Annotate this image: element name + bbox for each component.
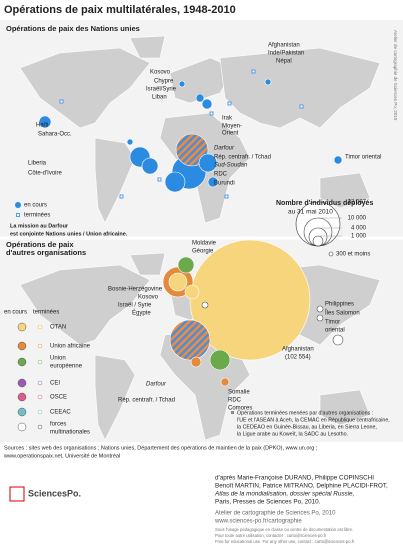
map-label: Sud-Soudan (214, 163, 248, 169)
map-note: l'UE et l'ASEAN à Aceh, la CEMAC en Répu… (237, 417, 390, 423)
map-label: Bosnie-Herzégovine (108, 287, 163, 293)
map-label: Moyen- (222, 124, 242, 130)
map-label: oriental (325, 328, 345, 334)
size-legend-value: 10 000 (348, 216, 367, 222)
map-label: Inde/Pakistan (268, 51, 304, 57)
fine-print: Sous l'usage pédagogique en classe ou ce… (215, 527, 353, 532)
legend-header: en cours (4, 310, 27, 316)
map-label: Burundi (214, 181, 235, 187)
map-label: RDC (214, 172, 228, 178)
section-heading: d'autres organisations (6, 248, 86, 257)
size-legend-value: 1 000 (351, 234, 367, 240)
map-label: Afghanistan (282, 347, 314, 353)
legend-label: terminées (24, 213, 50, 219)
map-label: Israël/Syrie (146, 87, 177, 93)
credits: Paris, Presses de Sciences Po, 2010. (215, 499, 321, 506)
map-note: la Ligue arabe au Koweït, la SADC au Les… (237, 431, 348, 437)
credits: d'après Marie-Françoise DURAND, Philippe… (215, 475, 374, 482)
section-heading: Opérations de paix des Nations unies (6, 24, 140, 33)
map-label: Timor oriental (345, 155, 381, 161)
logo: SciencesPo. (28, 488, 81, 498)
map-label: Philippines (325, 302, 354, 308)
map-label: RDC (228, 398, 242, 404)
map-label: Afghanistan (268, 43, 300, 49)
credits: Benoît MARTIN, Patrice MITRANO, Delphine… (215, 483, 388, 490)
map-note: est conjointe Nations unies / Union afri… (10, 231, 128, 237)
map-label: Sahara-Occ. (38, 132, 72, 138)
legend-label: Union (50, 356, 66, 362)
legend-label: CEI (50, 381, 60, 387)
map-label: Côte-d'Ivoire (28, 171, 62, 177)
size-legend-subtitle: au 31 mai 2010 (288, 209, 333, 216)
credits: Atlas de la mondialisation, dossier spéc… (214, 491, 355, 498)
map-note: La mission au Darfour (10, 223, 69, 229)
size-legend-value: 4 000 (351, 226, 367, 232)
map-label: Haïti (36, 123, 48, 129)
map-label: Somalie (228, 390, 250, 396)
logo-box (9, 486, 25, 502)
fine-print: Free for educational use. For any other … (215, 539, 355, 544)
un-operation-circles (38, 78, 343, 193)
section-heading: Opérations de paix (6, 240, 74, 249)
side-credit: Atelier de cartographie de Sciences Po, … (393, 30, 398, 121)
map-label: Égypte (132, 310, 151, 317)
legend-label: multinationales (50, 430, 90, 436)
legend-label: européenne (50, 364, 83, 370)
map-note: Opérations terminées menées par d'autres… (237, 410, 373, 416)
map-label: Liberia (28, 161, 47, 167)
map-label: Irak (222, 116, 233, 122)
map-label: Comores (228, 406, 252, 412)
title: Opérations de paix multilatérales, 1948-… (4, 4, 236, 16)
fine-print: Pour toute autre utilisation, contacter … (215, 533, 327, 538)
map-label: Rép. centrafr. / Tchad (214, 155, 271, 161)
map-note: la CEDEAO en Guinée-Bissau, au Liberia, … (237, 424, 377, 430)
map-label: Darfour (214, 146, 235, 152)
legend-label: OTAN (50, 325, 66, 331)
map-label: Israël / Syrie (118, 303, 152, 309)
map-label: Kosovo (138, 295, 159, 301)
legend-label: CEEAC (50, 410, 71, 416)
atelier: Atelier de cartographie de Sciences Po, … (215, 511, 336, 517)
size-legend-small: 300 et moins (336, 252, 370, 258)
map-label: (102 554) (285, 355, 311, 361)
sources: Sources : sites web des organisations ; … (4, 445, 318, 451)
map-label: Rép. centrafr. / Tchad (118, 398, 175, 404)
map-label: Îles Salomon (324, 310, 360, 317)
size-legend-value: 22 087 (348, 200, 367, 206)
map-label: Liban (152, 95, 167, 101)
legend-header: terminées (33, 310, 59, 316)
map-label: Moldavie (192, 241, 217, 247)
legend-label: en cours (24, 203, 47, 209)
un-terminated-markers (59, 69, 304, 199)
legend-label: Union africaine (50, 344, 91, 350)
legend-label: OSCE (50, 395, 67, 401)
legend-label: forces (50, 422, 66, 428)
map-label: Timor (325, 320, 340, 326)
atelier: www.sciences-po.fr/cartographie (214, 519, 302, 525)
other-operation-circles (162, 239, 311, 387)
map-label: Népal (276, 59, 292, 65)
map-label: Kosovo (150, 70, 171, 76)
size-legend-title: Nombre d'individus déployés (276, 200, 373, 207)
sources: www.operationspaix.net, Université de Mo… (3, 453, 120, 459)
map-label: Géorgie (192, 249, 214, 255)
map-label: Chypre (154, 79, 174, 85)
map-label: Orient (222, 131, 239, 137)
map-label: Darfour (146, 382, 167, 388)
